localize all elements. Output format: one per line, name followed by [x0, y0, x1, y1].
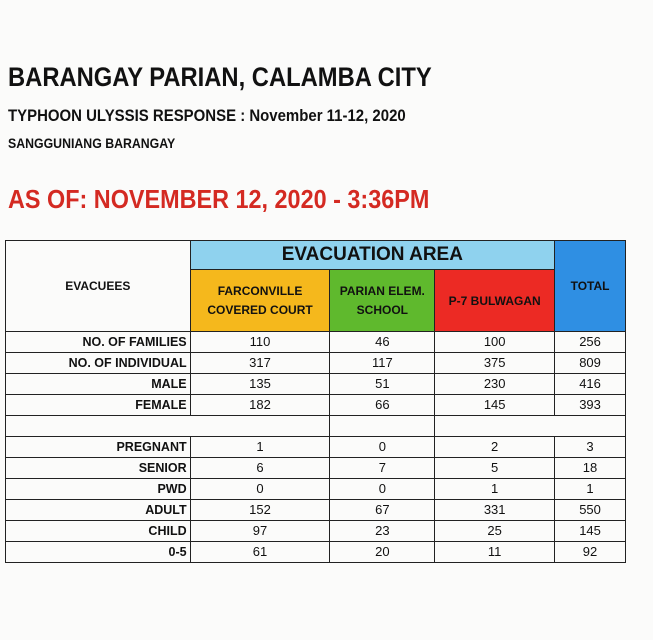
value-cell: 317: [189, 352, 331, 374]
table-row: ADULT 152 67 331 550: [5, 499, 626, 521]
value-cell: 2: [434, 436, 556, 458]
table-row: 0-5 61 20 11 92: [5, 541, 626, 563]
value-cell: 5: [434, 457, 556, 479]
row-label: MALE: [5, 373, 191, 395]
value-cell: 100: [434, 331, 556, 353]
total-cell: 416: [554, 373, 626, 395]
row-label: PREGNANT: [5, 436, 191, 458]
spacer-row: [4, 415, 626, 437]
table-row: MALE 135 51 230 416: [5, 373, 626, 395]
value-cell: 61: [189, 541, 331, 563]
table-row: PWD 0 0 1 1: [5, 478, 626, 500]
document-subtitle: TYPHOON ULYSSIS RESPONSE : November 11-1…: [8, 106, 406, 125]
total-cell: 3: [554, 436, 626, 458]
total-cell: 145: [554, 520, 626, 542]
table-row: NO. OF FAMILIES 110 46 100 256: [5, 331, 626, 353]
total-cell: 92: [554, 541, 626, 563]
office-name: SANGGUNIANG BARANGAY: [8, 135, 176, 151]
table-row: CHILD 97 23 25 145: [5, 520, 626, 542]
total-header: TOTAL: [554, 240, 626, 332]
value-cell: 135: [189, 373, 331, 395]
value-cell: 182: [189, 394, 331, 416]
spacer-cell: [4, 415, 331, 437]
value-cell: 0: [329, 478, 436, 500]
as-of-timestamp: AS OF: NOVEMBER 12, 2020 - 3:36PM: [8, 184, 430, 214]
total-cell: 1: [554, 478, 626, 500]
value-cell: 110: [189, 331, 331, 353]
column-label: PARIAN ELEM.: [339, 284, 425, 299]
column-label: SCHOOL: [356, 303, 409, 318]
value-cell: 51: [329, 373, 436, 395]
value-cell: 117: [329, 352, 436, 374]
table-row: SENIOR 6 7 5 18: [5, 457, 626, 479]
value-cell: 0: [189, 478, 331, 500]
row-label: FEMALE: [5, 394, 191, 416]
column-farconville: FARCONVILLE COVERED COURT: [189, 269, 331, 332]
value-cell: 375: [434, 352, 556, 374]
value-cell: 97: [189, 520, 331, 542]
row-label: NO. OF FAMILIES: [5, 331, 191, 353]
value-cell: 145: [434, 394, 556, 416]
value-cell: 230: [434, 373, 556, 395]
row-label: PWD: [5, 478, 191, 500]
total-cell: 18: [554, 457, 626, 479]
total-cell: 550: [554, 499, 626, 521]
value-cell: 11: [434, 541, 556, 563]
column-label: FARCONVILLE: [217, 284, 303, 299]
value-cell: 7: [329, 457, 436, 479]
value-cell: 66: [329, 394, 436, 416]
total-cell: 393: [554, 394, 626, 416]
row-label: CHILD: [5, 520, 191, 542]
column-label: COVERED COURT: [207, 303, 313, 318]
value-cell: 46: [329, 331, 436, 353]
evacuees-header: EVACUEES: [5, 240, 191, 332]
value-cell: 1: [189, 436, 331, 458]
value-cell: 20: [329, 541, 436, 563]
spacer-cell: [329, 415, 436, 437]
row-label: SENIOR: [5, 457, 191, 479]
table-row: FEMALE 182 66 145 393: [5, 394, 626, 416]
value-cell: 23: [329, 520, 436, 542]
evacuation-table: EVACUEES EVACUATION AREA TOTAL FARCONVIL…: [4, 239, 626, 563]
table-row: NO. OF INDIVIDUAL 317 117 375 809: [5, 352, 626, 374]
value-cell: 0: [329, 436, 436, 458]
total-cell: 256: [554, 331, 626, 353]
value-cell: 331: [434, 499, 556, 521]
evacuation-area-header: EVACUATION AREA: [189, 239, 556, 271]
column-p7-bulwagan: P-7 BULWAGAN: [434, 269, 556, 332]
row-label: ADULT: [5, 499, 191, 521]
spacer-cell: [434, 415, 626, 437]
value-cell: 25: [434, 520, 556, 542]
value-cell: 6: [189, 457, 331, 479]
value-cell: 67: [329, 499, 436, 521]
row-label: 0-5: [5, 541, 191, 563]
row-label: NO. OF INDIVIDUAL: [5, 352, 191, 374]
document-title: BARANGAY PARIAN, CALAMBA CITY: [8, 62, 432, 92]
value-cell: 152: [189, 499, 331, 521]
value-cell: 1: [434, 478, 556, 500]
table-row: PREGNANT 1 0 2 3: [5, 436, 626, 458]
total-cell: 809: [554, 352, 626, 374]
column-parian-elem: PARIAN ELEM. SCHOOL: [329, 269, 436, 332]
